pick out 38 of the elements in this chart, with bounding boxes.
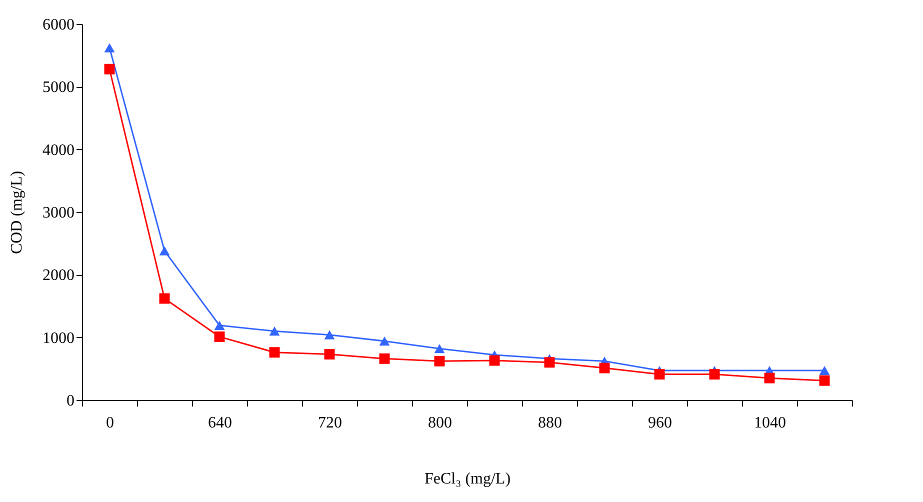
point <box>269 326 280 336</box>
point <box>489 355 500 366</box>
x-tick-label: 960 <box>648 414 672 432</box>
point <box>654 369 665 380</box>
point <box>104 64 115 74</box>
point <box>104 43 115 52</box>
point <box>324 330 335 340</box>
point <box>159 293 170 304</box>
point <box>434 344 445 354</box>
point <box>214 331 225 342</box>
y-tick-label: 0 <box>66 392 74 410</box>
point <box>819 366 830 376</box>
y-tick-label: 4000 <box>42 142 74 159</box>
y-axis-title: COD (mg/L) <box>8 170 26 254</box>
y-tick-label: 2000 <box>42 267 74 284</box>
y-tick-label: 1000 <box>42 330 74 347</box>
x-tick-label: 800 <box>428 414 452 432</box>
point <box>709 369 720 380</box>
point <box>159 246 170 256</box>
y-tick-label: 6000 <box>42 16 74 34</box>
point <box>819 375 830 386</box>
point <box>214 320 225 330</box>
point <box>599 362 610 374</box>
x-tick-label: 0 <box>106 414 114 432</box>
point <box>324 349 335 360</box>
x-tick-label: 720 <box>318 414 342 432</box>
point <box>269 347 280 358</box>
x-tick-label: 1040 <box>754 414 786 432</box>
y-tick-label: 5000 <box>42 79 74 96</box>
point <box>764 372 775 384</box>
point <box>544 357 555 368</box>
x-axis-title: FeCl₃ (mg/L) <box>424 470 511 488</box>
x-tick-label: 640 <box>208 414 232 432</box>
x-tick-label: 880 <box>538 414 562 432</box>
point <box>434 356 445 366</box>
point <box>379 336 390 346</box>
y-tick-label: 3000 <box>42 204 74 222</box>
point <box>379 353 390 364</box>
